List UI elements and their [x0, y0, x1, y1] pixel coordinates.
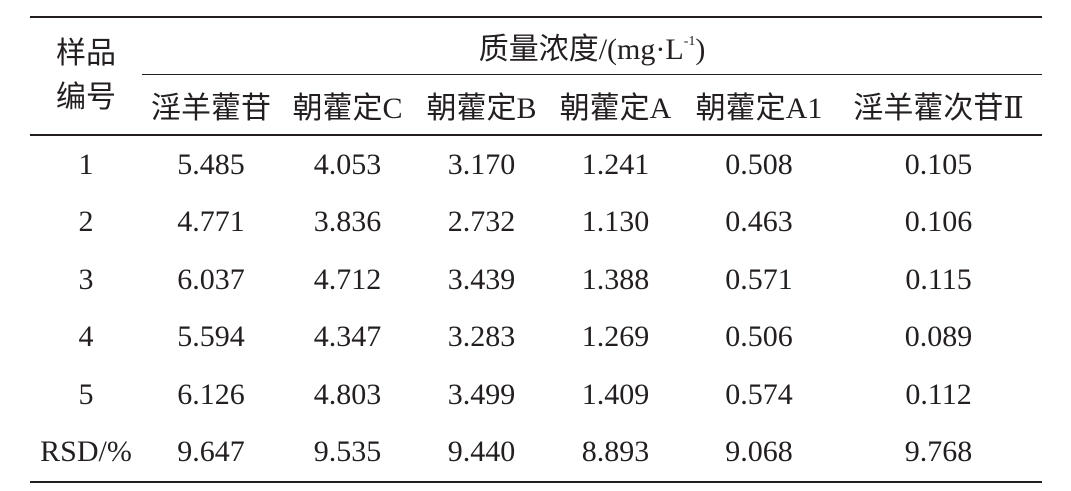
row-label: 3 [78, 262, 94, 296]
row-label: RSD/% [30, 423, 142, 483]
cell: 9.535 [280, 423, 415, 483]
group-header-close: ) [695, 33, 706, 66]
table-body: 样品 编号 质量浓度/(mg·L-1) 淫羊藿苷 朝藿定C 朝藿定B 朝藿定A 朝藿定A1 淫羊… [30, 16, 1043, 483]
cell: 1.241 [581, 147, 650, 181]
cell: 0.105 [904, 147, 973, 181]
cell: 3.836 [313, 205, 382, 239]
cell: 4.347 [313, 320, 382, 354]
data-row: 1 5.485 4.053 3.170 1.241 0.508 0.105 [30, 135, 1042, 194]
cell: 3.283 [447, 320, 516, 354]
cell: 1.269 [581, 320, 650, 354]
cell: 9.068 [683, 423, 835, 483]
row-label: 5 [78, 377, 94, 411]
cell: 9.768 [835, 423, 1043, 483]
cell: 2.732 [447, 205, 516, 239]
data-table: 样品 编号 质量浓度/(mg·L-1) 淫羊藿苷 朝藿定C 朝藿定B 朝藿定A 朝藿定A1 淫羊… [30, 16, 1043, 483]
column-header: 淫羊藿苷 [142, 74, 280, 136]
row-label: 2 [78, 205, 94, 239]
cell: 4.771 [177, 205, 245, 239]
cell: 5.485 [177, 147, 245, 181]
cell: 4.712 [313, 262, 382, 296]
data-row: RSD/% 9.647 9.535 9.440 8.893 9.068 9.768 [30, 423, 1043, 483]
cell: 9.440 [415, 423, 548, 483]
row-label: 4 [78, 320, 94, 354]
cell: 1.409 [581, 377, 650, 411]
data-row: 5 6.126 4.803 3.499 1.409 0.574 0.112 [30, 366, 1042, 424]
cell: 0.571 [725, 262, 793, 296]
column-header: 朝藿定A1 [683, 74, 835, 136]
header-row: 样品 编号 质量浓度/(mg·L-1) [30, 16, 1043, 136]
cell: 6.037 [177, 262, 245, 296]
cell: 3.170 [447, 147, 516, 181]
column-header: 朝藿定A [548, 74, 683, 136]
column-header: 淫羊藿次苷Ⅱ [835, 74, 1043, 136]
sample-header-line: 编号 [56, 81, 116, 114]
cell: 6.126 [177, 377, 245, 411]
cell: 9.647 [142, 423, 280, 483]
cell: 3.439 [447, 262, 516, 296]
cell: 0.574 [725, 377, 793, 411]
cell: 0.112 [905, 377, 972, 411]
sample-header-line: 样品 [56, 37, 116, 70]
cell: 0.506 [725, 320, 793, 354]
cell: 0.463 [725, 205, 793, 239]
cell: 0.106 [904, 205, 973, 239]
data-row: 3 6.037 4.712 3.439 1.388 0.571 0.115 [30, 251, 1042, 309]
cell: 1.130 [581, 205, 650, 239]
group-header-text: 质量浓度/(mg·L [478, 33, 684, 66]
column-header: 朝藿定C [280, 74, 415, 136]
sample-header: 样品 编号 [30, 16, 142, 136]
group-header-sup: -1 [683, 34, 696, 49]
cell: 8.893 [548, 423, 683, 483]
cell: 4.053 [313, 147, 382, 181]
cell: 0.508 [725, 147, 793, 181]
cell: 5.594 [177, 320, 245, 354]
cell: 4.803 [313, 377, 382, 411]
data-row: 2 4.771 3.836 2.732 1.130 0.463 0.106 [30, 194, 1042, 252]
group-header: 质量浓度/(mg·L-1) [142, 16, 1043, 75]
header-row: 淫羊藿苷 朝藿定C 朝藿定B 朝藿定A 朝藿定A1 淫羊藿次苷Ⅱ [30, 74, 1043, 136]
column-header: 朝藿定B [415, 74, 548, 136]
data-row: 4 5.594 4.347 3.283 1.269 0.506 0.089 [30, 309, 1042, 367]
cell: 0.115 [905, 262, 972, 296]
cell: 1.388 [581, 262, 650, 296]
cell: 3.499 [447, 377, 516, 411]
row-label: 1 [78, 147, 94, 181]
cell: 0.089 [904, 320, 973, 354]
